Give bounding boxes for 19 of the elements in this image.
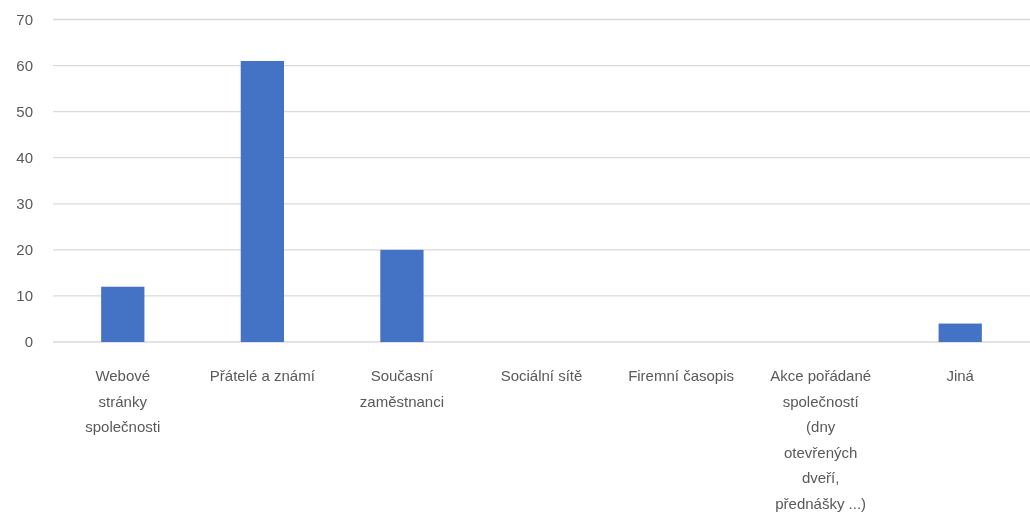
y-tick-label: 40 <box>16 148 33 166</box>
bar <box>938 323 982 342</box>
x-tick-label: Současní zaměstnanci <box>359 367 445 410</box>
y-tick-label: 70 <box>16 10 33 28</box>
y-tick-label: 10 <box>16 287 33 305</box>
y-tick-label: 0 <box>24 333 33 351</box>
bar <box>240 60 284 342</box>
x-tick-label: Jiná <box>946 367 975 384</box>
y-tick-label: 50 <box>16 102 33 120</box>
y-tick-label: 60 <box>16 56 33 74</box>
x-tick-label: Přátelé a známí <box>209 367 316 384</box>
y-tick-label: 20 <box>16 241 33 259</box>
bar <box>380 249 424 342</box>
y-tick-label: 30 <box>16 195 33 213</box>
bar <box>101 286 145 342</box>
x-tick-label: Webové stránky společnosti <box>85 367 161 436</box>
x-tick-label: Firemní časopis <box>628 367 735 384</box>
x-tick-label: Akce pořádané společností (dny otevřených dveří, přednášky ...) <box>770 367 872 512</box>
x-tick-label: Sociální sítě <box>500 367 583 384</box>
